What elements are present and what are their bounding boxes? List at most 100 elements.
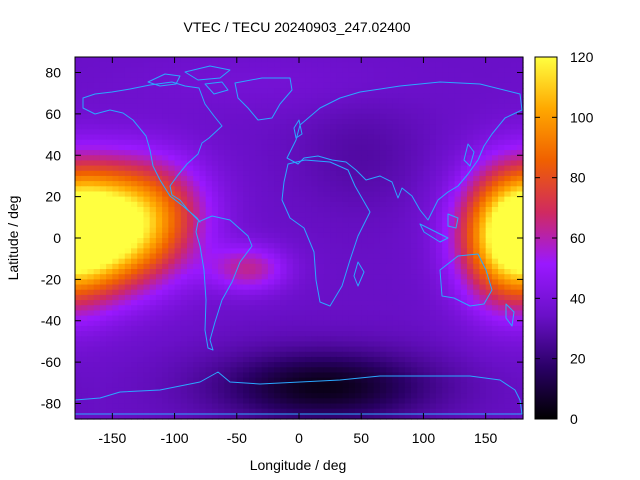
heatmap-cell xyxy=(174,186,182,193)
heatmap-cell xyxy=(249,310,257,317)
heatmap-cell xyxy=(479,325,487,332)
heatmap-cell xyxy=(342,300,350,306)
heatmap-cell xyxy=(498,325,505,332)
heatmap-cell xyxy=(81,103,89,110)
heatmap-cell xyxy=(249,356,257,363)
heatmap-cell xyxy=(99,119,107,125)
heatmap-cell xyxy=(106,269,113,275)
heatmap-cell xyxy=(504,72,512,79)
heatmap-cell xyxy=(155,331,163,337)
heatmap-cell xyxy=(417,367,425,374)
heatmap-cell xyxy=(131,263,138,270)
heatmap-cell xyxy=(174,150,182,156)
heatmap-cell xyxy=(386,289,393,296)
heatmap-cell xyxy=(99,258,107,265)
heatmap-cell xyxy=(193,408,201,415)
heatmap-cell xyxy=(81,398,89,405)
heatmap-cell xyxy=(504,310,512,317)
heatmap-cell xyxy=(404,243,412,249)
heatmap-cell xyxy=(355,98,362,105)
heatmap-cell xyxy=(330,222,337,229)
heatmap-cell xyxy=(498,196,505,203)
heatmap-cell xyxy=(392,212,400,218)
heatmap-cell xyxy=(454,325,462,332)
heatmap-cell xyxy=(373,98,381,105)
heatmap-cell xyxy=(379,367,387,374)
heatmap-cell xyxy=(417,206,425,213)
heatmap-cell xyxy=(118,263,126,270)
heatmap-cell xyxy=(485,398,493,405)
heatmap-cell xyxy=(342,331,350,337)
heatmap-cell xyxy=(137,300,145,306)
heatmap-cell xyxy=(149,243,157,249)
heatmap-cell xyxy=(137,103,145,110)
heatmap-cell xyxy=(193,62,201,68)
heatmap-cell xyxy=(491,113,499,120)
heatmap-cell xyxy=(274,217,281,224)
heatmap-cell xyxy=(243,289,250,296)
heatmap-cell xyxy=(435,341,443,348)
heatmap-cell xyxy=(355,67,362,74)
heatmap-cell xyxy=(255,201,263,208)
heatmap-cell xyxy=(230,320,238,327)
heatmap-cell xyxy=(243,263,250,270)
heatmap-cell xyxy=(460,222,468,229)
heatmap-cell xyxy=(467,372,474,379)
heatmap-cell xyxy=(442,258,449,265)
heatmap-cell xyxy=(442,103,449,110)
heatmap-cell xyxy=(174,346,182,353)
heatmap-cell xyxy=(81,377,89,384)
heatmap-cell xyxy=(398,351,406,358)
heatmap-cell xyxy=(124,212,132,218)
heatmap-cell xyxy=(373,284,381,291)
heatmap-cell xyxy=(323,289,331,296)
heatmap-cell xyxy=(323,294,331,301)
heatmap-cell xyxy=(442,310,449,317)
heatmap-cell xyxy=(205,98,213,105)
heatmap-cell xyxy=(286,206,294,213)
heatmap-cell xyxy=(355,258,362,265)
heatmap-cell xyxy=(274,393,281,399)
heatmap-cell xyxy=(342,382,350,389)
heatmap-cell xyxy=(305,113,313,120)
heatmap-cell xyxy=(193,294,201,301)
heatmap-cell xyxy=(498,372,505,379)
heatmap-cell xyxy=(261,294,269,301)
heatmap-cell xyxy=(274,82,281,89)
heatmap-cell xyxy=(187,238,194,244)
heatmap-cell xyxy=(292,382,300,389)
heatmap-cell xyxy=(473,170,481,177)
heatmap-cell xyxy=(423,232,431,239)
heatmap-cell xyxy=(292,310,300,317)
heatmap-cell xyxy=(479,362,487,368)
heatmap-cell xyxy=(193,346,201,353)
heatmap-cell xyxy=(348,201,356,208)
heatmap-cell xyxy=(106,398,113,405)
heatmap-cell xyxy=(199,294,207,301)
heatmap-cell xyxy=(404,201,412,208)
heatmap-cell xyxy=(81,206,89,213)
heatmap-cell xyxy=(448,387,456,394)
heatmap-cell xyxy=(361,253,369,260)
heatmap-cell xyxy=(367,243,375,249)
heatmap-cell xyxy=(355,175,362,182)
heatmap-cell xyxy=(292,196,300,203)
heatmap-cell xyxy=(93,274,101,280)
heatmap-cell xyxy=(112,331,120,337)
heatmap-cell xyxy=(467,258,474,265)
heatmap-cell xyxy=(81,82,89,89)
heatmap-cell xyxy=(510,336,518,343)
heatmap-cell xyxy=(460,289,468,296)
heatmap-cell xyxy=(131,356,138,363)
heatmap-cell xyxy=(448,398,456,405)
heatmap-cell xyxy=(205,150,213,156)
heatmap-cell xyxy=(423,206,431,213)
heatmap-cell xyxy=(280,393,288,399)
heatmap-cell xyxy=(429,284,437,291)
heatmap-cell xyxy=(373,82,381,89)
heatmap-cell xyxy=(411,294,418,301)
heatmap-cell xyxy=(442,196,449,203)
heatmap-cell xyxy=(155,356,163,363)
heatmap-cell xyxy=(224,362,232,368)
heatmap-cell xyxy=(99,393,107,399)
